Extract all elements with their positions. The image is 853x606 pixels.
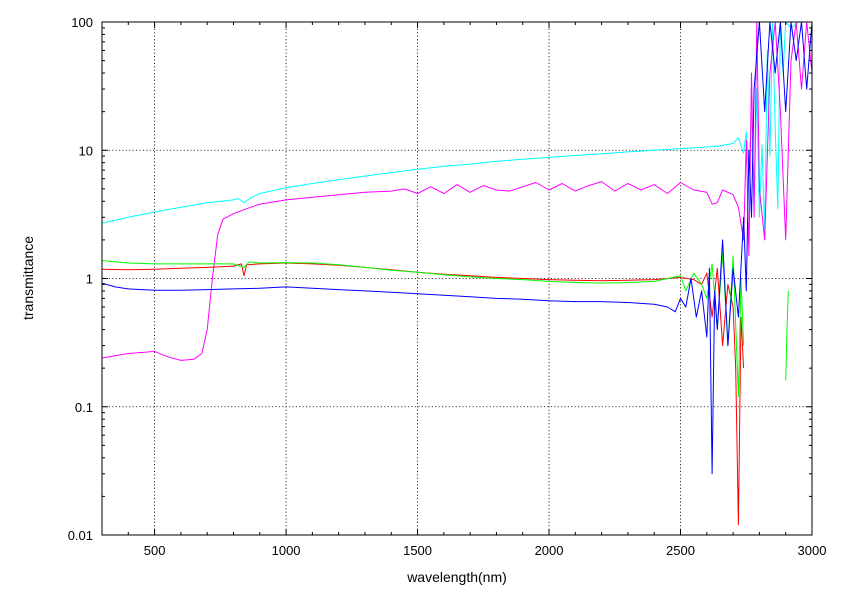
y-tick-label: 10 (79, 143, 93, 158)
x-tick-label: 3000 (798, 543, 827, 558)
series-layer (102, 22, 812, 526)
series-line-5 (102, 22, 812, 475)
x-tick-label: 2500 (666, 543, 695, 558)
x-tick-label: 1500 (403, 543, 432, 558)
x-axis-label: wavelength(nm) (406, 569, 507, 585)
series-line-3 (102, 262, 745, 526)
series-line-2 (102, 22, 812, 361)
x-tick-label: 2000 (535, 543, 564, 558)
y-tick-labels: 0.01 0.1 1 10 100 (68, 15, 93, 543)
tick-marks (102, 21, 813, 536)
x-tick-label: 500 (144, 543, 166, 558)
y-tick-label: 0.1 (75, 400, 93, 415)
y-tick-label: 0.01 (68, 528, 93, 543)
y-axis-label: transmittance (20, 236, 36, 320)
x-tick-label: 1000 (272, 543, 301, 558)
grid-lines (102, 22, 812, 535)
y-tick-label: 1 (86, 272, 93, 287)
series-line-1 (102, 22, 812, 236)
x-tick-labels: 500 1000 1500 2000 2500 3000 (144, 543, 827, 558)
series-line-4 (102, 251, 745, 398)
series-line-6 (785, 290, 789, 381)
y-tick-label: 100 (71, 15, 93, 30)
